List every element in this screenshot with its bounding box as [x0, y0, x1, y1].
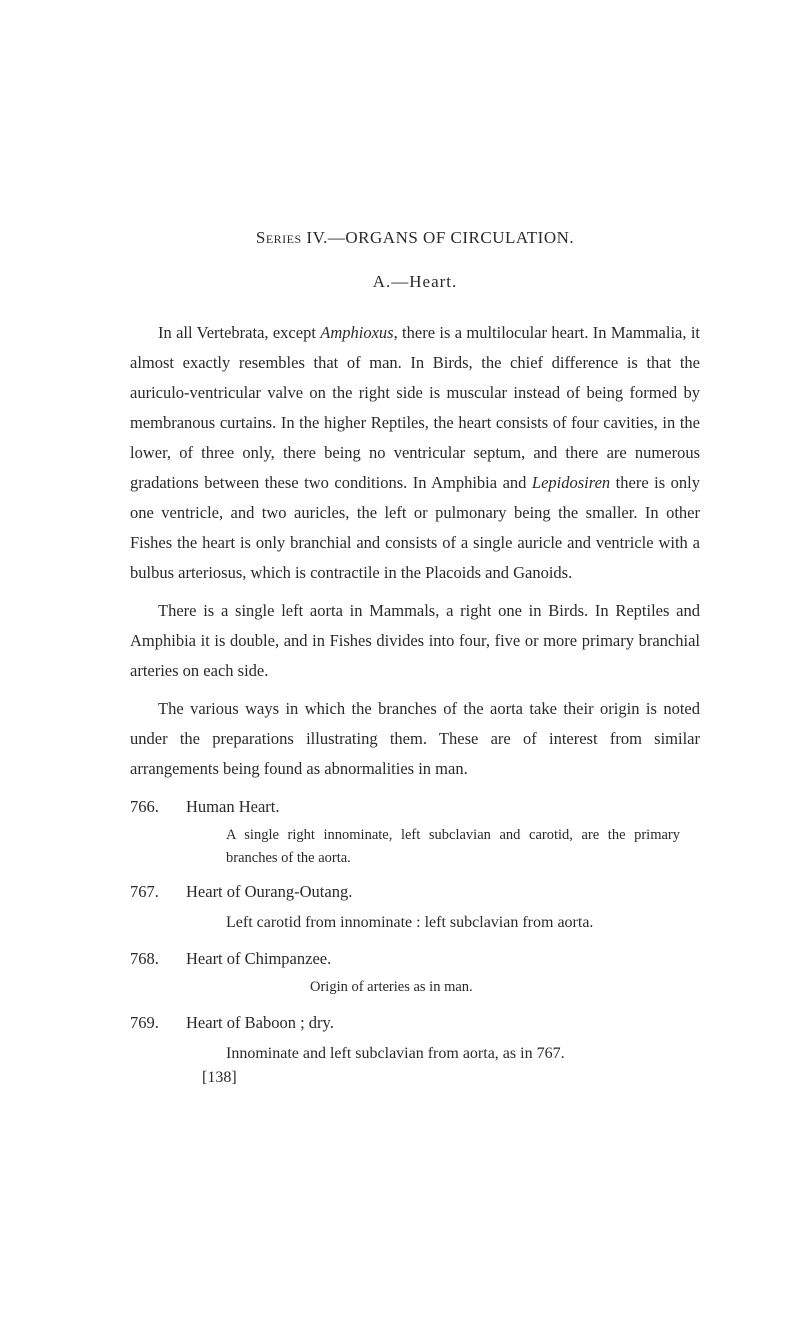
entry-subtext: Innominate and left subclavian from aort… — [226, 1040, 700, 1067]
entry-description: A single right innominate, left subclavi… — [226, 824, 680, 869]
paragraph-3: The various ways in which the branches o… — [130, 694, 700, 784]
paragraph-2: There is a single left aorta in Mammals,… — [130, 596, 700, 686]
series-title: Series IV.—ORGANS OF CIRCULATION. — [130, 228, 700, 248]
entry-head: 767. Heart of Ourang-Outang. — [130, 877, 700, 907]
term-amphioxus: Amphioxus — [320, 323, 393, 342]
entry-768: 768. Heart of Chimpanzee. Origin of arte… — [130, 944, 700, 999]
entry-number: 767. — [130, 877, 186, 907]
entry-title: Human Heart. — [186, 792, 700, 822]
entry-head: 768. Heart of Chimpanzee. — [130, 944, 700, 974]
entry-number: 768. — [130, 944, 186, 974]
page-number: [138] — [202, 1069, 700, 1087]
entry-title: Heart of Ourang-Outang. — [186, 877, 700, 907]
entry-769: 769. Heart of Baboon ; dry. Innominate a… — [130, 1008, 700, 1087]
paragraph-1: In all Vertebrata, except Amphioxus, the… — [130, 318, 700, 588]
entry-subtext: Left carotid from innominate : left subc… — [226, 909, 700, 936]
entry-subtext: Origin of arteries as in man. — [310, 976, 700, 999]
entry-767: 767. Heart of Ourang-Outang. Left caroti… — [130, 877, 700, 936]
entry-head: 769. Heart of Baboon ; dry. — [130, 1008, 700, 1038]
entry-number: 769. — [130, 1008, 186, 1038]
term-lepidosiren: Lepidosiren — [532, 473, 610, 492]
entry-title: Heart of Baboon ; dry. — [186, 1008, 700, 1038]
entry-number: 766. — [130, 792, 186, 822]
section-title: A.—Heart. — [130, 272, 700, 292]
page-root: Series IV.—ORGANS OF CIRCULATION. A.—Hea… — [0, 0, 800, 1328]
entry-766: 766. Human Heart. A single right innomin… — [130, 792, 700, 869]
entry-title: Heart of Chimpanzee. — [186, 944, 700, 974]
entry-head: 766. Human Heart. — [130, 792, 700, 822]
